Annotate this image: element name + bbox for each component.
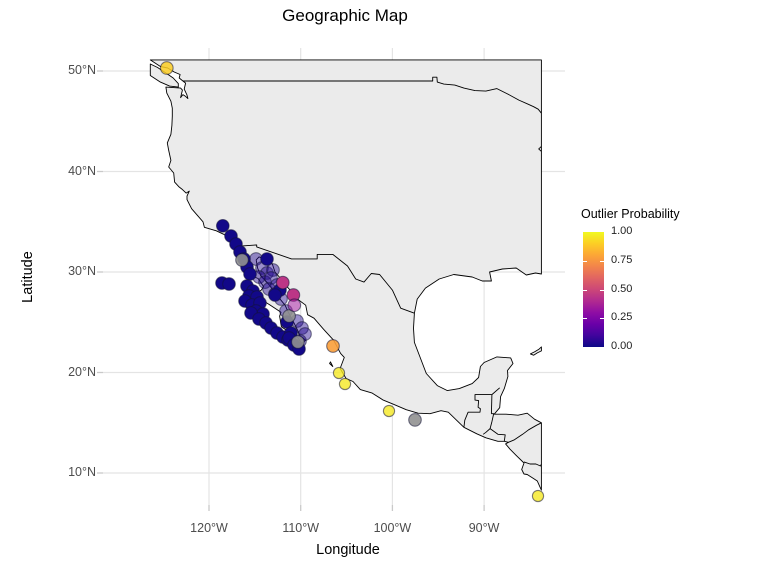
land-polygon-islas-marias bbox=[329, 361, 334, 367]
y-axis-title: Latitude bbox=[20, 251, 36, 303]
legend-tick-label: 0.25 bbox=[611, 311, 633, 324]
land-polygon-vancouver-island bbox=[149, 63, 179, 88]
data-point-mid-probability-faded bbox=[287, 298, 302, 313]
x-tick-label: 90°W bbox=[468, 521, 500, 535]
x-tick-label: 120°W bbox=[190, 521, 228, 535]
country-border-us-mexico bbox=[235, 244, 415, 314]
country-border-nicaragua-costa-rica bbox=[523, 461, 542, 467]
legend-tick-mark bbox=[583, 289, 587, 291]
legend-tick-mark bbox=[600, 289, 604, 291]
y-tick-label: 10°N bbox=[68, 465, 96, 479]
plot-title: Geographic Map bbox=[282, 6, 408, 25]
land-polygon-cuba-west bbox=[529, 346, 542, 356]
legend-tick-label: 1.00 bbox=[611, 225, 633, 237]
data-point-missing-probability bbox=[408, 413, 422, 427]
data-point-very-high-probability bbox=[332, 366, 346, 380]
data-point-missing-probability bbox=[291, 335, 305, 349]
x-tick-label: 100°W bbox=[373, 521, 412, 535]
data-point-missing-probability bbox=[235, 253, 249, 267]
y-tick-label: 30°N bbox=[68, 264, 96, 278]
data-point-missing-probability bbox=[282, 309, 296, 323]
y-tick-label: 40°N bbox=[68, 163, 96, 178]
country-border-honduras-el-salvador bbox=[489, 428, 506, 442]
legend-tick-mark bbox=[600, 260, 604, 262]
legend-tick-label: 0.75 bbox=[611, 253, 633, 266]
legend-tick-label: 0.50 bbox=[611, 282, 633, 295]
data-point-mid-probability bbox=[275, 275, 290, 290]
legend-gradient-bar bbox=[583, 232, 604, 347]
data-point-near-zero-probability bbox=[215, 218, 230, 233]
data-point-near-zero-probability bbox=[268, 288, 282, 302]
data-point-low-probability-faded bbox=[266, 263, 280, 277]
data-point-very-high-probability bbox=[382, 404, 396, 418]
legend-title: Outlier Probability bbox=[581, 207, 680, 221]
x-tick-label: 110°W bbox=[282, 521, 320, 535]
data-point-near-zero-probability bbox=[243, 267, 257, 281]
country-border-detroit-notch bbox=[538, 146, 542, 152]
data-point-very-high-probability bbox=[338, 377, 352, 391]
country-border-mexico-belize bbox=[491, 387, 500, 395]
y-tick-label: 50°N bbox=[68, 63, 96, 77]
legend-tick-mark bbox=[600, 318, 604, 320]
country-border-us-canada bbox=[182, 76, 542, 114]
country-border-mexico-guatemala bbox=[463, 394, 492, 428]
y-tick-label: 20°N bbox=[68, 364, 96, 379]
data-point-very-high-probability-north bbox=[159, 61, 174, 75]
legend-tick-label: 0.00 bbox=[611, 340, 633, 352]
data-point-high-probability-orange bbox=[326, 339, 340, 353]
data-point-very-high-probability bbox=[531, 489, 545, 503]
country-border-honduras-nicaragua bbox=[508, 422, 542, 443]
legend-tick-mark bbox=[583, 260, 587, 262]
country-border-guatemala-el-salvador bbox=[482, 428, 491, 435]
country-border-guatemala-honduras bbox=[489, 413, 495, 429]
data-point-near-zero-probability bbox=[222, 277, 236, 291]
country-border-guatemala-belize bbox=[490, 394, 493, 414]
legend-tick-mark bbox=[583, 318, 587, 320]
data-point-near-zero-probability bbox=[260, 252, 274, 266]
x-axis-title: Longitude bbox=[316, 542, 380, 558]
